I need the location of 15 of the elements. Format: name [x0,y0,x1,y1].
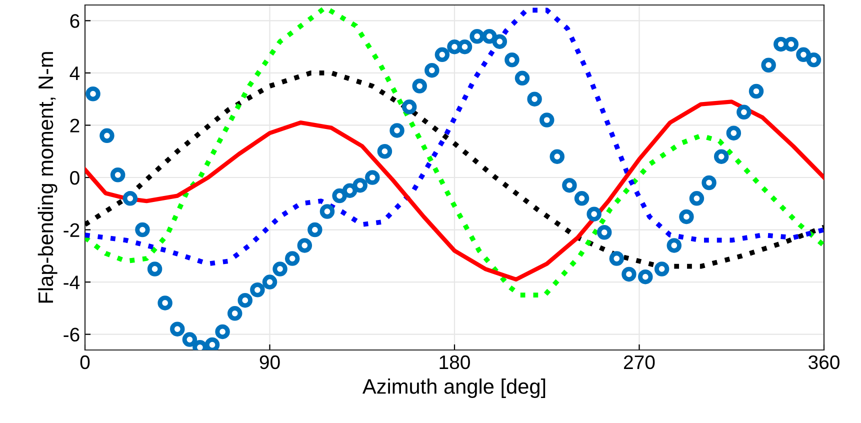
x-tick-label: 360 [808,355,840,370]
x-tick-label: 0 [80,355,90,370]
y-tick-label: 2 [70,118,80,132]
x-tick-label: 180 [440,355,470,370]
line-series [85,100,824,282]
x-tick-label: 90 [260,355,280,370]
y-tick-label: -6 [64,328,80,342]
x-axis-title: Azimuth angle [deg] [362,378,546,398]
y-tick-label: 0 [70,170,80,185]
y-tick-label: -2 [64,223,80,237]
y-axis-title: Flap-bending moment, N-m [38,52,58,303]
y-tick-label: 4 [70,66,80,80]
y-tick-label: -4 [64,276,80,290]
x-tick-label: 270 [624,355,655,370]
y-tick-label: 6 [70,14,80,28]
